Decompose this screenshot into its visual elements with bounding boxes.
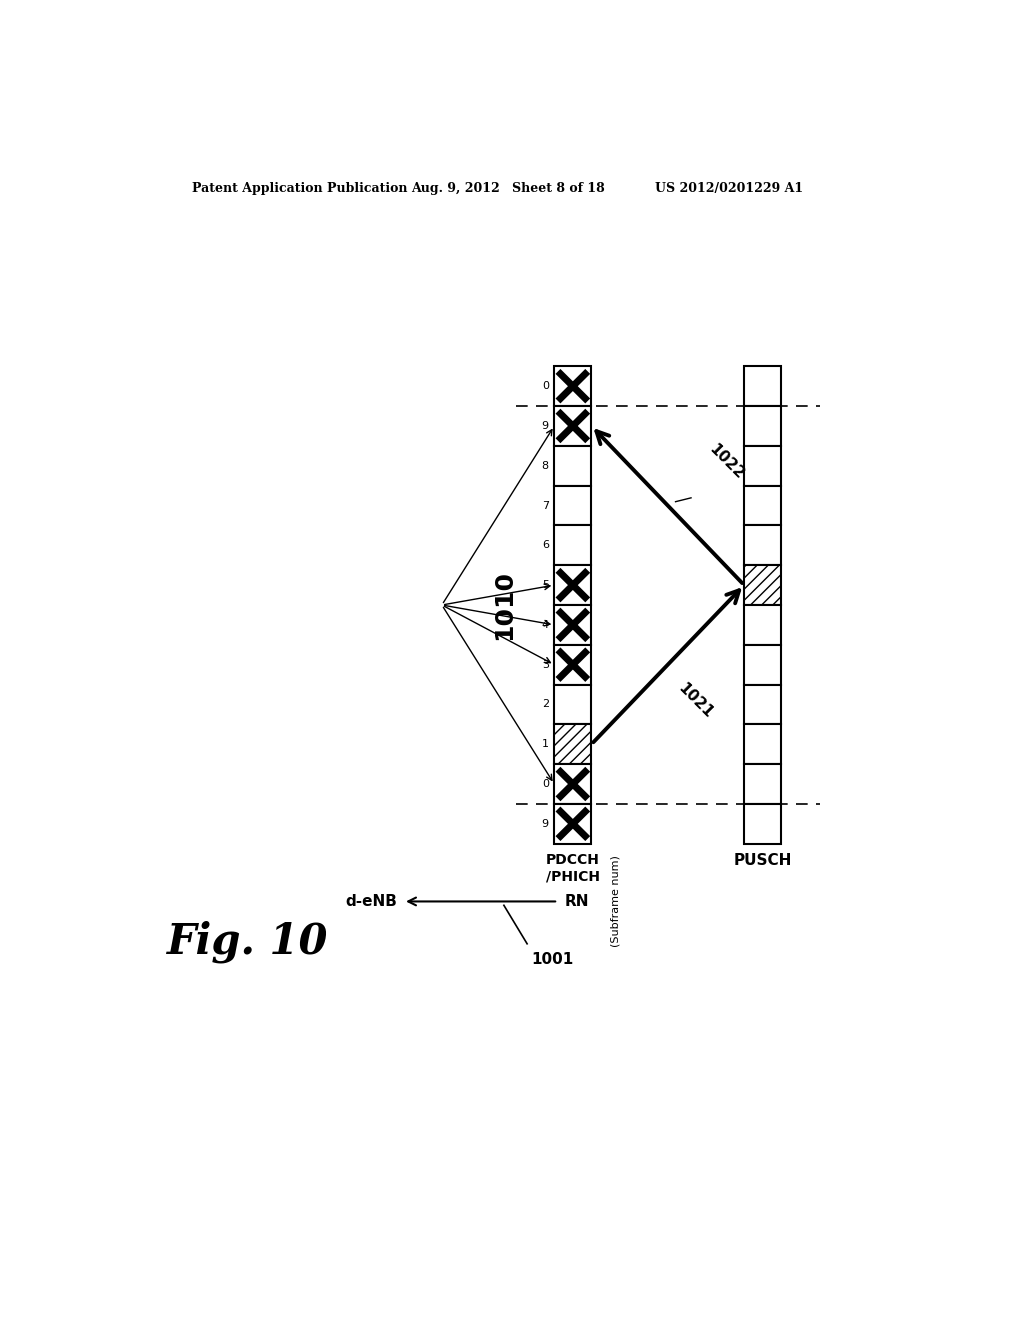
- Text: 1010: 1010: [492, 570, 516, 640]
- Text: 7: 7: [542, 500, 549, 511]
- Bar: [744, 605, 781, 644]
- Bar: [554, 725, 592, 764]
- Bar: [744, 685, 781, 725]
- Bar: [554, 605, 592, 644]
- Bar: [744, 725, 781, 764]
- Text: 0: 0: [542, 779, 549, 789]
- Text: PUSCH: PUSCH: [733, 853, 792, 869]
- Bar: [554, 446, 592, 486]
- Bar: [554, 565, 592, 605]
- Bar: [554, 644, 592, 685]
- Text: Aug. 9, 2012: Aug. 9, 2012: [411, 182, 500, 194]
- Text: 2: 2: [542, 700, 549, 709]
- Text: Sheet 8 of 18: Sheet 8 of 18: [512, 182, 604, 194]
- Text: d-eNB: d-eNB: [345, 894, 397, 909]
- Bar: [744, 644, 781, 685]
- Text: 1001: 1001: [531, 952, 573, 966]
- Bar: [554, 764, 592, 804]
- Bar: [744, 446, 781, 486]
- Bar: [744, 525, 781, 565]
- Bar: [554, 367, 592, 407]
- Text: 1: 1: [542, 739, 549, 750]
- Text: 9: 9: [542, 421, 549, 430]
- Bar: [554, 525, 592, 565]
- Text: Fig. 10: Fig. 10: [167, 920, 329, 964]
- Bar: [744, 367, 781, 407]
- Text: Patent Application Publication: Patent Application Publication: [191, 182, 408, 194]
- Text: 0: 0: [542, 381, 549, 391]
- Bar: [744, 804, 781, 843]
- Text: 4: 4: [542, 620, 549, 630]
- Bar: [554, 407, 592, 446]
- Text: (Subframe num): (Subframe num): [610, 855, 621, 948]
- Text: 6: 6: [542, 540, 549, 550]
- Bar: [744, 486, 781, 525]
- Bar: [554, 804, 592, 843]
- Bar: [744, 764, 781, 804]
- Text: 3: 3: [542, 660, 549, 669]
- Text: 9: 9: [542, 818, 549, 829]
- Bar: [554, 685, 592, 725]
- Text: PDCCH
/PHICH: PDCCH /PHICH: [546, 853, 600, 883]
- Text: 1021: 1021: [676, 680, 716, 721]
- Bar: [744, 565, 781, 605]
- Text: US 2012/0201229 A1: US 2012/0201229 A1: [655, 182, 803, 194]
- Text: RN: RN: [564, 894, 589, 909]
- Text: 8: 8: [542, 461, 549, 471]
- Bar: [744, 407, 781, 446]
- Text: 5: 5: [542, 579, 549, 590]
- Bar: [554, 486, 592, 525]
- Text: 1022: 1022: [707, 442, 748, 482]
